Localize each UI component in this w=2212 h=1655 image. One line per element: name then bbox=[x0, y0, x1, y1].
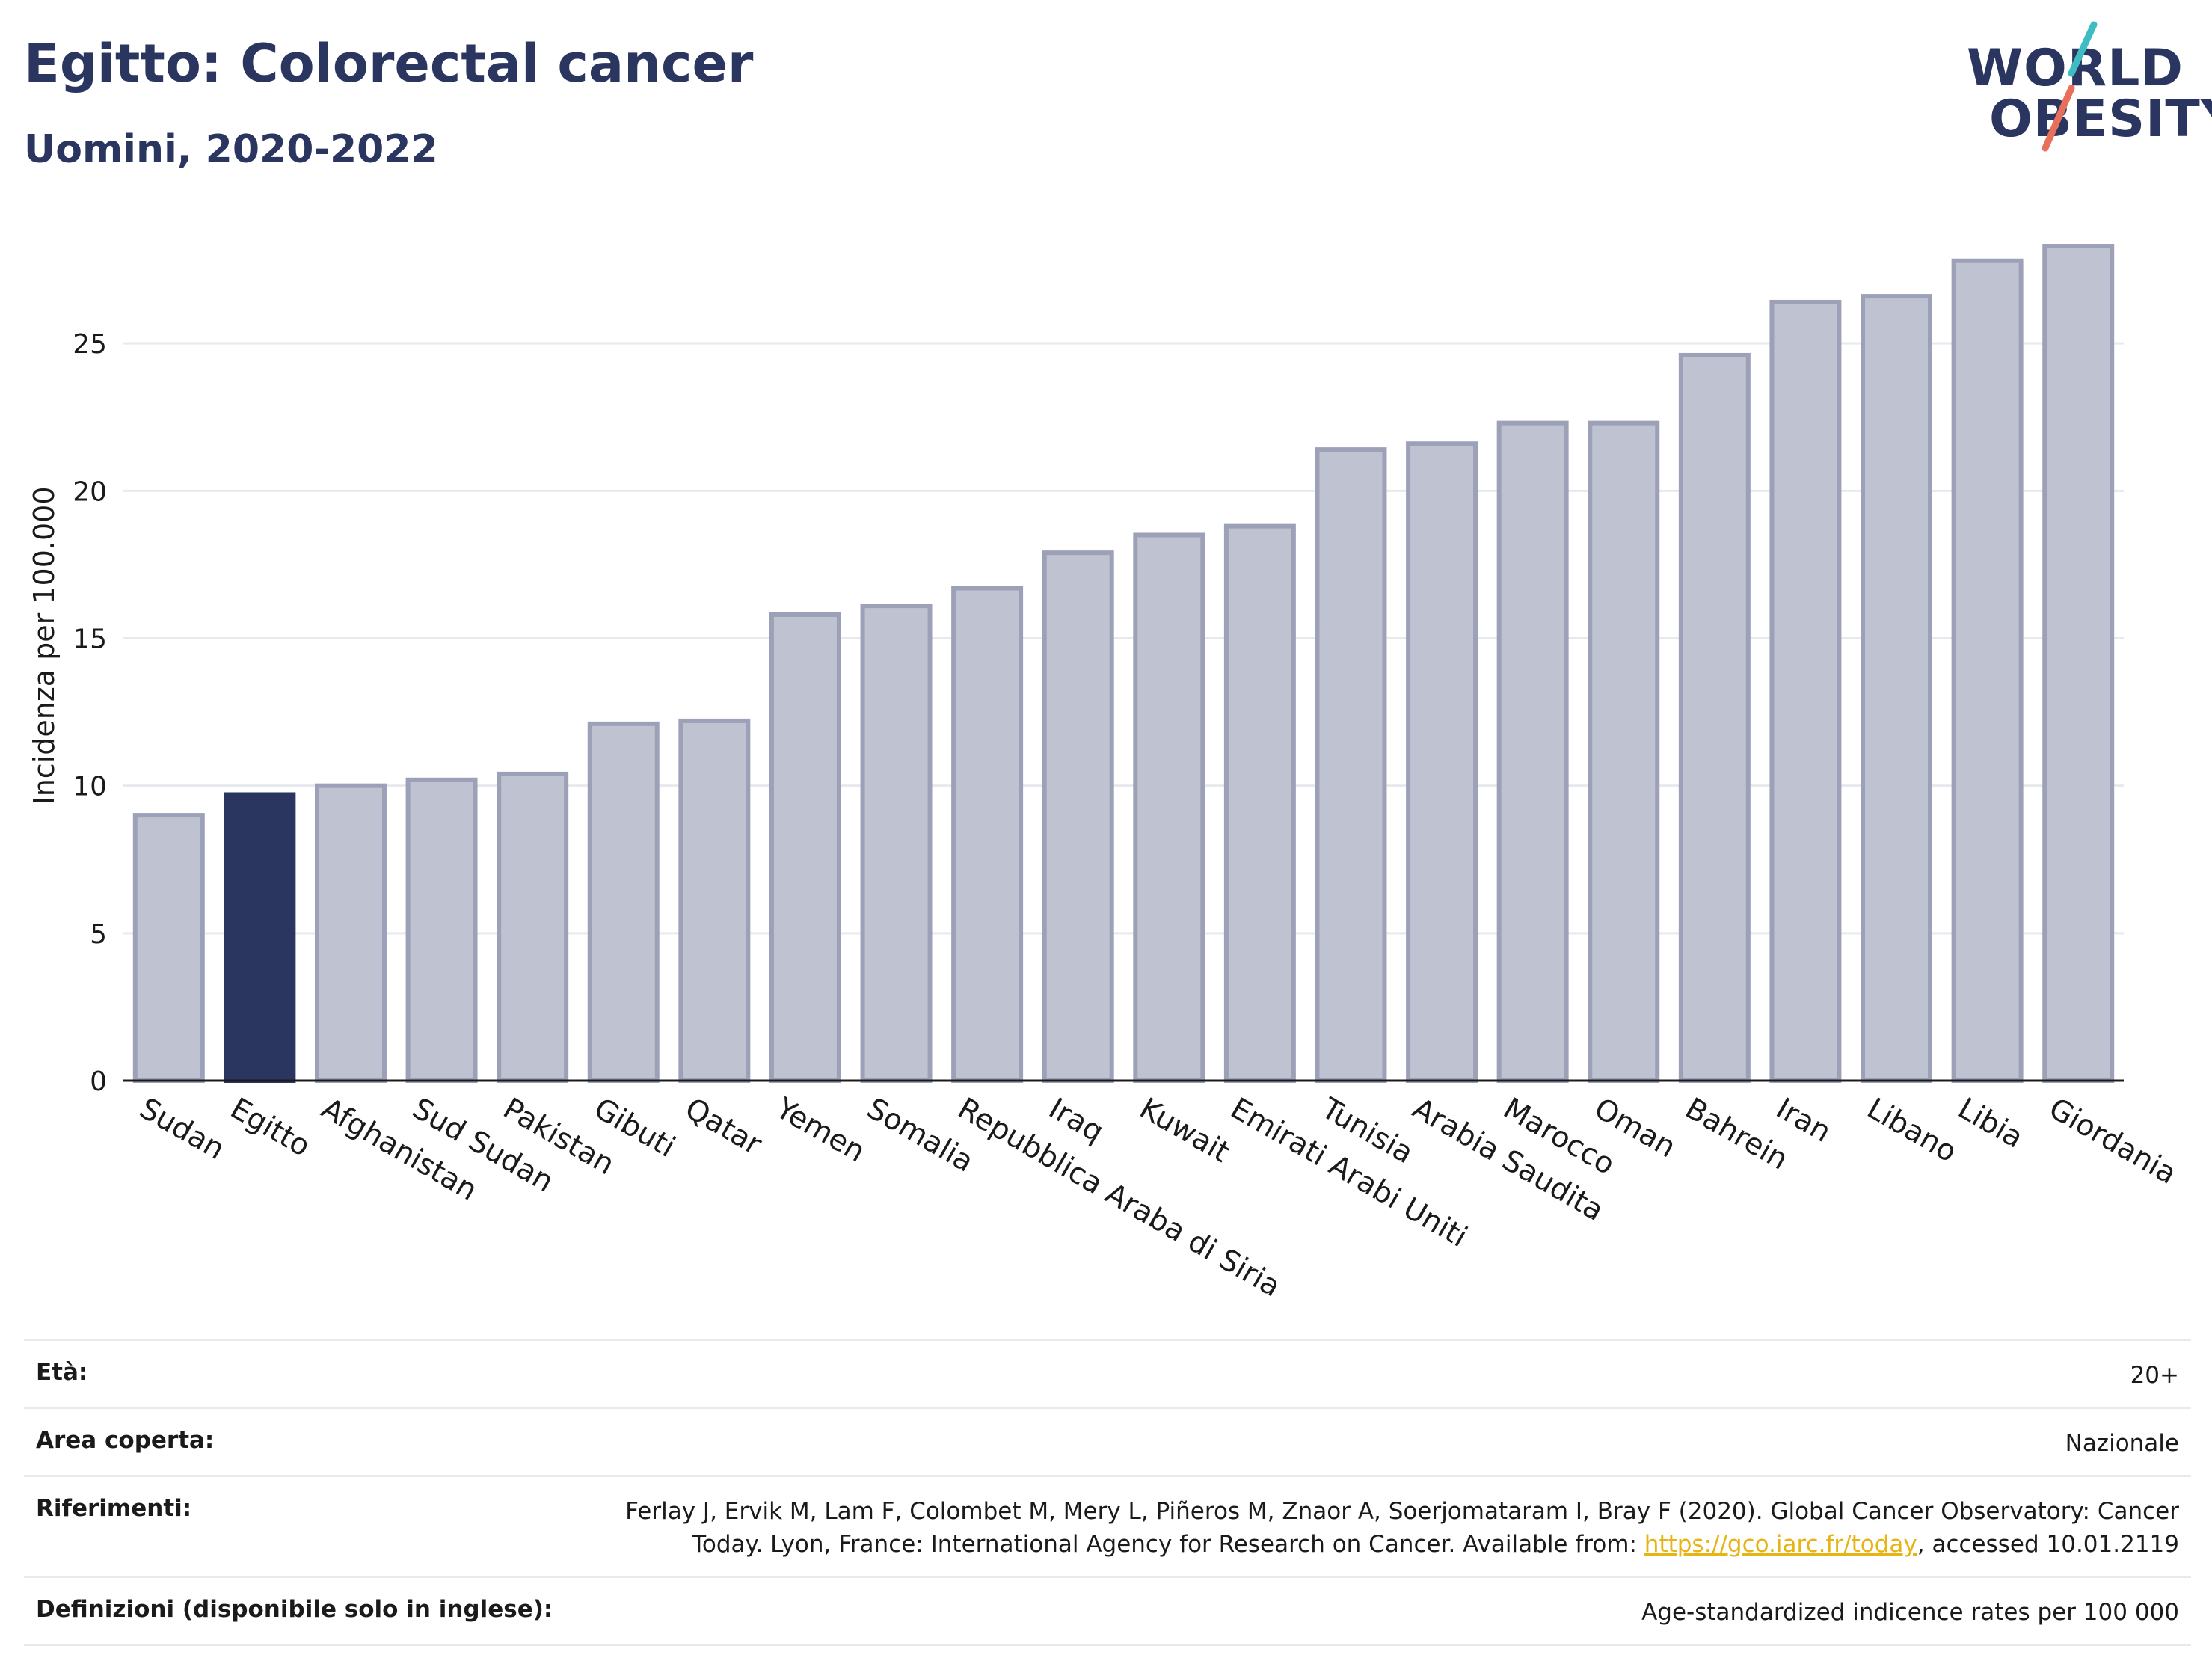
info-table: Età: 20+ Area coperta: Nazionale Riferim… bbox=[24, 1339, 2191, 1646]
reference-text: Ferlay J, Ervik M, Lam F, Colombet M, Me… bbox=[625, 1498, 2179, 1558]
info-label: Definizioni (disponibile solo in inglese… bbox=[36, 1596, 553, 1623]
info-row-references: Riferimenti: Ferlay J, Ervik M, Lam F, C… bbox=[24, 1475, 2191, 1576]
info-label: Area coperta: bbox=[36, 1427, 215, 1454]
x-tick-label: Kuwait bbox=[1134, 1092, 1235, 1170]
bar-afghanistan bbox=[314, 783, 387, 1083]
chart-title: Egitto: Colorectal cancer bbox=[24, 33, 754, 94]
y-tick-label: 15 bbox=[73, 624, 107, 655]
bar-emirati-arabi-uniti bbox=[1223, 523, 1296, 1083]
world-obesity-logo: WORLD OBESITY bbox=[1959, 21, 2212, 163]
logo-line2: OBESITY bbox=[1989, 90, 2212, 149]
bar-oman bbox=[1588, 420, 1660, 1083]
info-row-area: Area coperta: Nazionale bbox=[24, 1407, 2191, 1475]
x-tick-label: Qatar bbox=[679, 1092, 767, 1162]
y-tick-label: 20 bbox=[73, 476, 107, 507]
bar-somalia bbox=[860, 604, 933, 1083]
bar-iraq bbox=[1042, 550, 1114, 1083]
bar-sud-sudan bbox=[405, 777, 478, 1084]
y-tick-label: 0 bbox=[90, 1066, 107, 1097]
bar-bahrein bbox=[1678, 352, 1751, 1083]
bar-sudan bbox=[132, 813, 205, 1083]
bar-libia bbox=[1951, 258, 2024, 1084]
info-value: Age-standardized indicence rates per 100… bbox=[1641, 1599, 2179, 1626]
bar-repubblica-araba-di-siria bbox=[951, 586, 1024, 1083]
y-tick-label: 10 bbox=[73, 772, 107, 802]
y-axis-label: Incidenza per 100.000 bbox=[28, 487, 61, 805]
info-label: Età: bbox=[36, 1359, 88, 1386]
bar-yemen bbox=[769, 612, 841, 1083]
x-tick-label: Libano bbox=[1861, 1092, 1962, 1170]
bar-qatar bbox=[678, 718, 751, 1083]
bars bbox=[132, 244, 2115, 1084]
y-tick-label: 5 bbox=[90, 919, 107, 950]
reference-link[interactable]: https://gco.iarc.fr/today bbox=[1644, 1531, 1917, 1558]
bar-tunisia bbox=[1315, 447, 1387, 1083]
info-row-definitions: Definizioni (disponibile solo in inglese… bbox=[24, 1576, 2191, 1646]
info-label: Riferimenti: bbox=[36, 1495, 192, 1522]
x-tick-label: Bahrein bbox=[1680, 1092, 1793, 1177]
y-tick-labels: 0 5 10 15 20 25 bbox=[73, 329, 107, 1097]
info-row-age: Età: 20+ bbox=[24, 1339, 2191, 1407]
bar-iran bbox=[1769, 299, 1842, 1084]
x-tick-label: Giordania bbox=[2043, 1092, 2182, 1191]
bar-kuwait bbox=[1133, 532, 1205, 1083]
y-tick-label: 25 bbox=[73, 329, 107, 360]
bar-marocco bbox=[1496, 420, 1569, 1083]
bar-arabia-saudita bbox=[1406, 441, 1478, 1083]
x-tick-label: Libia bbox=[1953, 1092, 2029, 1155]
bar-pakistan bbox=[497, 771, 569, 1083]
x-tick-label: Yemen bbox=[769, 1091, 870, 1169]
bar-egitto bbox=[224, 792, 296, 1084]
info-value: Nazionale bbox=[2065, 1430, 2179, 1457]
chart-subtitle: Uomini, 2020-2022 bbox=[24, 127, 438, 172]
bar-gibuti bbox=[587, 721, 660, 1084]
x-tick-label: Sudan bbox=[134, 1092, 230, 1167]
bar-giordania bbox=[2042, 244, 2115, 1084]
x-tick-label: Egitto bbox=[224, 1092, 316, 1164]
bar-libano bbox=[1861, 294, 1933, 1083]
reference-accessed: , accessed 10.01.2119 bbox=[1917, 1531, 2179, 1558]
info-value: Ferlay J, Ervik M, Lam F, Colombet M, Me… bbox=[624, 1495, 2179, 1561]
logo-slash-icon bbox=[2042, 21, 2098, 152]
info-value: 20+ bbox=[2130, 1362, 2179, 1389]
